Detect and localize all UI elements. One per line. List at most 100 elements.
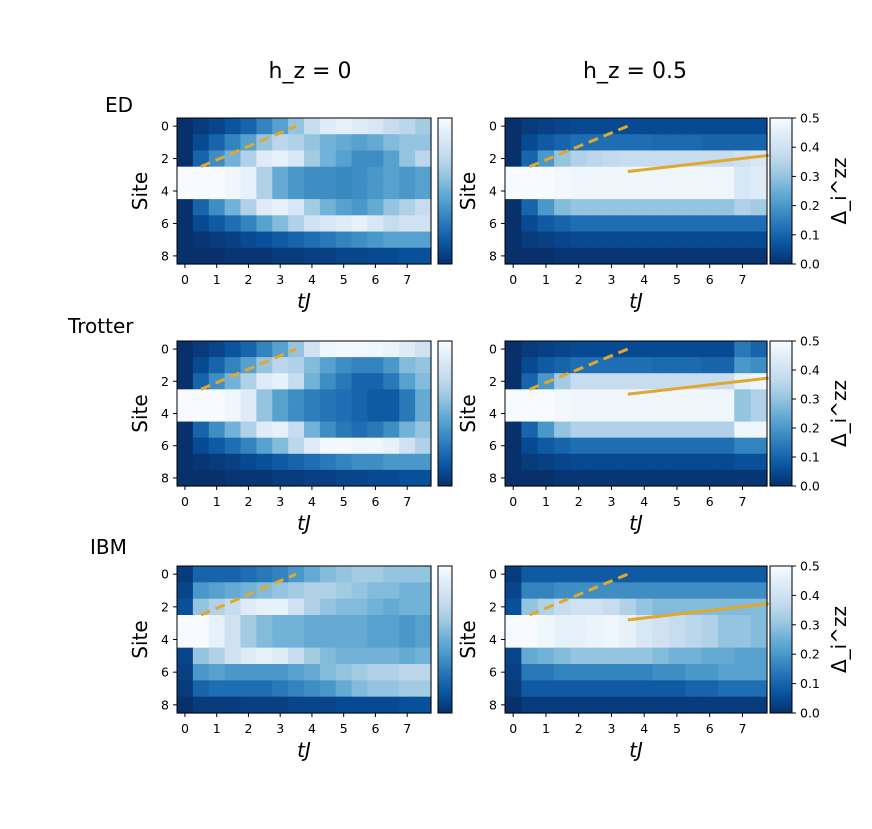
heatmap-cell — [272, 231, 289, 249]
heatmap-cell — [734, 389, 752, 407]
heatmap-cell — [272, 598, 289, 616]
heatmap-cell — [240, 437, 257, 455]
heatmap-cell — [367, 166, 384, 184]
heatmap-cell — [636, 453, 653, 471]
heatmap-cell — [570, 150, 588, 168]
heatmap-cell — [505, 182, 522, 200]
colorbar-tick-label: 0.4 — [800, 140, 820, 155]
heatmap-cell — [603, 357, 621, 374]
x-tick-label: 7 — [403, 272, 411, 287]
heatmap-cell — [399, 615, 416, 632]
heatmap-cell — [415, 231, 432, 249]
heatmap-cell — [636, 150, 653, 168]
heatmap-cell — [399, 341, 416, 358]
heatmap-cell — [619, 647, 637, 665]
heatmap-cell — [750, 118, 768, 135]
heatmap-cell — [256, 631, 273, 649]
heatmap-cell — [272, 150, 289, 168]
heatmap-cell — [304, 405, 321, 423]
heatmap-cell — [685, 215, 703, 233]
heatmap-cell — [570, 566, 588, 583]
x-tick-label: 1 — [213, 721, 221, 736]
heatmap-cell — [415, 615, 432, 632]
heatmap-cell — [636, 696, 653, 714]
heatmap-cell — [619, 405, 637, 423]
heatmap-cell — [554, 118, 572, 135]
heatmap-cell — [399, 566, 416, 583]
heatmap-cell — [586, 631, 604, 649]
x-tick-label: 2 — [244, 272, 252, 287]
x-tick-label: 5 — [673, 721, 681, 736]
heatmap-cell — [717, 582, 735, 600]
heatmap-cell — [570, 215, 588, 233]
heatmap-cell — [335, 664, 353, 681]
heatmap-cell — [383, 664, 400, 681]
heatmap-cell — [619, 680, 637, 698]
dashed-lightcone-line — [200, 124, 297, 169]
heatmap-cell — [399, 647, 416, 665]
heatmap-cell — [383, 696, 400, 714]
heatmap-cell — [668, 231, 686, 249]
heatmap-cell — [177, 615, 194, 632]
heatmap-cell — [240, 696, 257, 714]
heatmap-cell — [256, 215, 273, 233]
heatmap-cell — [256, 647, 273, 665]
heatmap-cell — [399, 166, 416, 184]
heatmap-cell — [603, 341, 621, 358]
heatmap-cell — [177, 680, 194, 698]
heatmap-cell — [734, 166, 752, 184]
heatmap-cell — [701, 118, 719, 135]
heatmap-cell — [224, 664, 242, 681]
heatmap-cell — [537, 182, 555, 200]
heatmap-cell — [521, 199, 539, 216]
heatmap-cell — [537, 166, 555, 184]
heatmap-cell — [701, 166, 719, 184]
heatmap-cell — [415, 421, 432, 439]
heatmap-cell — [521, 680, 539, 698]
heatmap-cell — [415, 696, 432, 714]
heatmap-cell — [750, 421, 768, 439]
heatmap-cell — [750, 615, 768, 632]
heatmap-cell — [272, 647, 289, 665]
heatmap-cell — [415, 582, 432, 600]
heatmap-cell — [240, 373, 257, 390]
heatmap-cell — [668, 199, 686, 216]
heatmap-cell — [304, 566, 321, 583]
heatmap-cell — [636, 469, 653, 487]
heatmap-cell — [717, 453, 735, 471]
heatmap-cell — [619, 182, 637, 200]
heatmap-cell — [399, 598, 416, 616]
y-tick-label: 4 — [161, 632, 169, 647]
heatmap-cell — [399, 215, 416, 233]
heatmap-cell — [224, 215, 242, 233]
colorbar-label: Δ_i^zz — [827, 380, 851, 447]
heatmap-cell — [554, 631, 572, 649]
heatmap-cell — [521, 341, 539, 358]
solid-front-line — [627, 602, 769, 622]
heatmap-cell — [685, 182, 703, 200]
heatmap-cell — [505, 231, 522, 249]
heatmap-cell — [288, 469, 305, 487]
heatmap-cell — [603, 696, 621, 714]
solid-front-line — [627, 376, 769, 396]
heatmap-cell — [586, 341, 604, 358]
heatmap-cell — [668, 373, 686, 390]
heatmap-cell — [652, 150, 670, 168]
heatmap-cell — [668, 631, 686, 649]
colorbar — [437, 565, 453, 714]
heatmap-cell — [668, 680, 686, 698]
colorbar — [437, 117, 453, 265]
heatmap-cell — [288, 389, 305, 407]
colorbar-tick-label: 0.2 — [800, 198, 820, 213]
heatmap-cell — [685, 631, 703, 649]
heatmap-cell — [177, 437, 194, 455]
heatmap-cell — [586, 664, 604, 681]
heatmap-cell — [717, 405, 735, 423]
heatmap-cell — [505, 357, 522, 374]
row-label-ibm: IBM — [90, 535, 127, 559]
heatmap-cell — [335, 182, 353, 200]
heatmap-cell — [224, 150, 242, 168]
x-tick-label: 5 — [340, 721, 348, 736]
x-tick-label: 2 — [575, 494, 583, 509]
heatmap-cell — [505, 341, 522, 358]
